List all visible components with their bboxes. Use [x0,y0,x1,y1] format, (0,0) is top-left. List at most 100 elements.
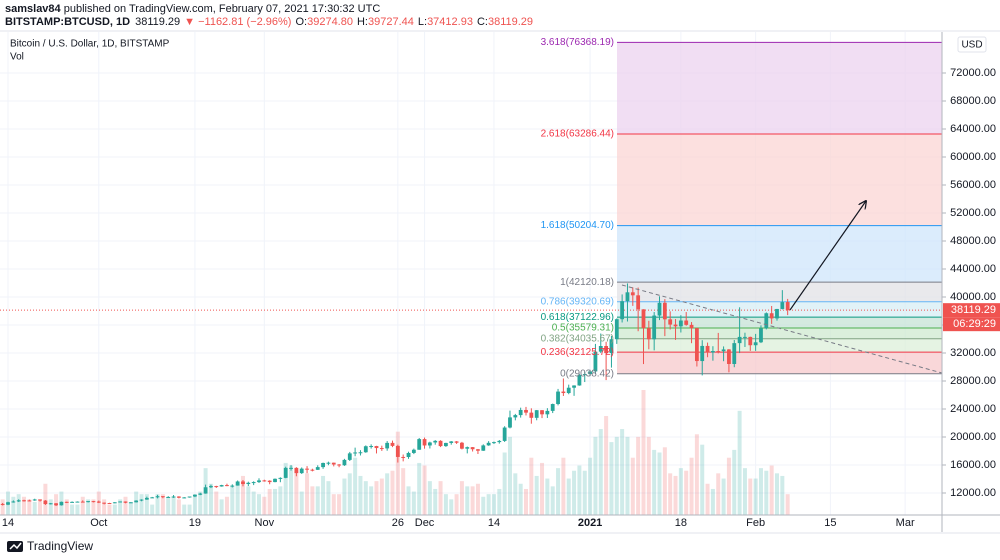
fib-band [617,42,942,134]
y-tick-label: 12000.00 [950,487,996,499]
candle-body [694,328,699,362]
candle-body [433,440,438,443]
x-tick-label: Mar [896,517,915,529]
volume-bar [625,436,630,515]
candle-body [225,485,229,487]
volume-bar [299,491,304,515]
volume-bar [294,470,299,515]
volume-bar [134,491,139,515]
candle-body [609,339,614,354]
volume-bar [550,486,555,515]
candle-body [315,467,320,470]
candle-body [107,503,112,505]
candle-body [540,410,544,415]
candle-body [246,482,251,485]
volume-bar [732,449,737,515]
candle-body [561,391,566,394]
volume-bar [112,504,117,515]
volume-bar [176,499,181,515]
volume-legend: Vol [10,52,24,63]
volume-bar [689,457,694,515]
y-tick-label: 48000.00 [950,235,996,247]
trend-line[interactable] [621,284,943,374]
fib-label: 3.618(76368.19) [541,37,614,48]
volume-bar [347,473,352,515]
volume-bar [529,457,534,515]
brand[interactable]: TradingView [27,539,93,553]
user[interactable]: samslav84 [5,3,62,15]
volume-bar [705,483,710,515]
candle-body [198,493,203,495]
candle-body [342,459,347,466]
volume-bar [289,465,294,515]
volume-bar [780,475,785,515]
volume-bar [657,452,662,515]
candle-body [6,502,10,505]
volume-bar [700,444,705,515]
candle-body [59,501,64,506]
volume-bar [764,470,769,515]
volume-bar [16,494,21,515]
volume-bar [593,436,598,515]
candle-body [262,480,267,482]
logo[interactable] [7,541,23,552]
y-tick-label: 44000.00 [950,263,996,275]
fib-label: 0.618(37122.96) [541,312,614,323]
volume-bar [192,494,197,515]
candle-body [534,410,539,418]
volume-bar [331,494,336,515]
volume-bar [454,494,459,515]
candle-body [326,462,331,464]
volume-bar [459,481,464,515]
volume-bar [91,499,96,515]
volume-bar [694,434,699,515]
candle-body [705,345,710,353]
volume-bar [582,470,587,515]
fib-band [617,317,942,328]
symbol: BITSTAMP:BTCUSD, 1D [5,16,130,28]
volume-bar [337,494,342,515]
volume-bar [379,478,384,515]
candle-body [411,449,416,453]
candle-body [401,456,406,458]
candle-body [604,345,609,354]
volume-bar [769,465,774,515]
candle-body [331,462,336,465]
candle-body [54,503,58,506]
candle-body [556,391,560,405]
candle-body [444,442,448,447]
volume-bar [235,483,240,515]
volume-bar [187,504,192,515]
volume-bar [417,462,422,515]
volume-bar [160,494,165,515]
candle-body [449,441,454,443]
time-axis[interactable] [0,515,1000,532]
volume-bar [363,481,368,515]
y-tick-label: 16000.00 [950,459,996,471]
ohlc-key: H: [357,16,368,28]
fib-label: 1.618(50204.70) [541,220,614,231]
volume-bar [283,462,288,515]
price-axis[interactable] [942,32,1000,515]
candle-body [118,501,123,503]
currency-button[interactable] [957,36,987,53]
volume-bar [588,457,593,515]
candle-body [96,501,101,503]
volume-bar [198,491,203,515]
volume-bar [518,483,523,515]
candle-body [102,502,107,504]
currency[interactable]: USD [961,40,982,51]
candle-body [182,497,187,499]
volume-bar [256,494,261,515]
volume-bar [166,496,171,515]
volume-bar [572,470,577,515]
arrow[interactable] [789,201,866,311]
fib-label: 1(42120.18) [560,277,614,288]
volume-bar [401,468,406,515]
volume-bar [502,452,507,515]
y-tick-label: 56000.00 [950,179,996,191]
candle-body [620,301,625,320]
volume-bar [614,436,619,515]
volume-bar [305,473,310,515]
candle-body [646,328,651,340]
